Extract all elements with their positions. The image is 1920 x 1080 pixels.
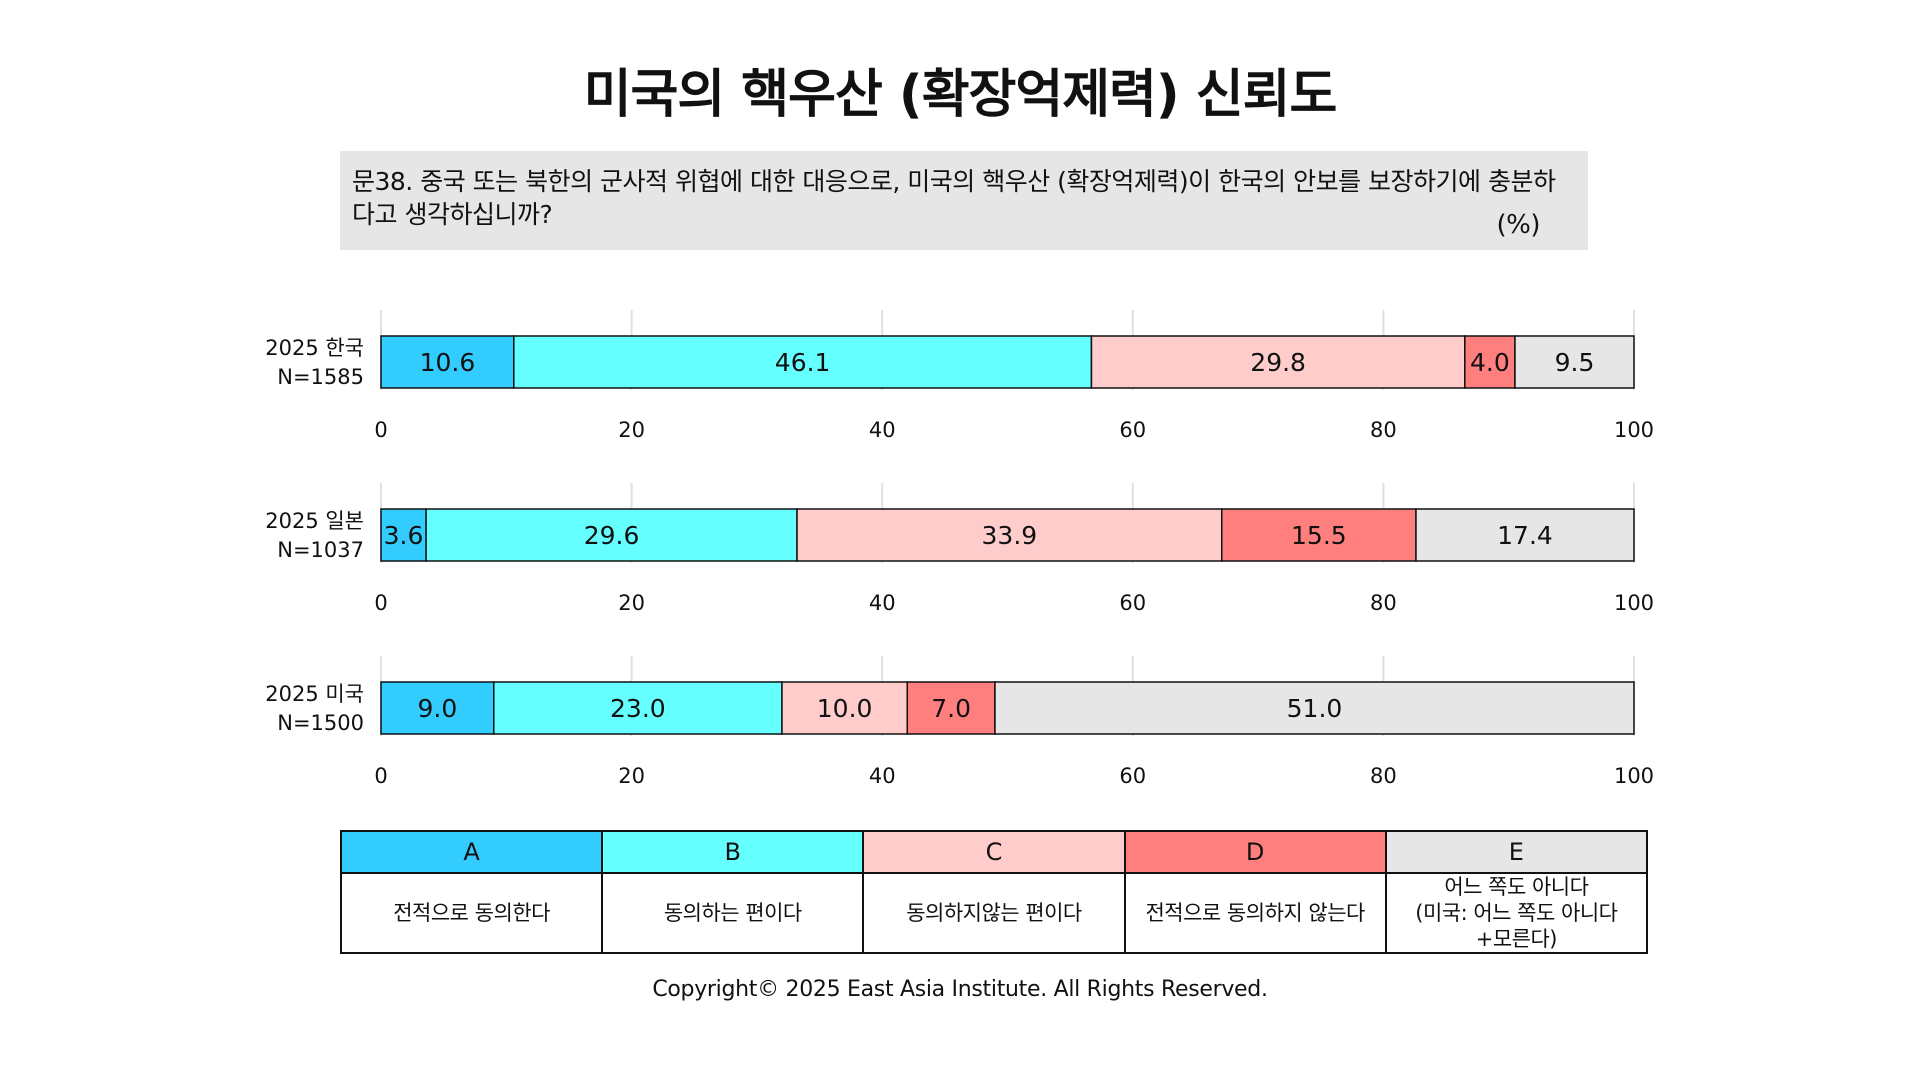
legend-desc-e-line3: +모른다)	[1475, 927, 1558, 951]
x-tick-label: 60	[1119, 764, 1146, 788]
bar-segment-e	[994, 681, 1635, 735]
x-tick-label: 0	[374, 764, 387, 788]
legend-code-b: B	[601, 830, 865, 874]
x-tick-label: 60	[1119, 418, 1146, 442]
x-tick-label: 80	[1370, 418, 1397, 442]
bar-segment-d	[1464, 335, 1516, 389]
data-label: 7.0	[931, 694, 971, 723]
x-tick-label: 80	[1370, 591, 1397, 615]
legend-desc-c: 동의하지않는 편이다	[862, 872, 1126, 954]
data-label: 51.0	[1287, 694, 1343, 723]
legend-desc-a: 전적으로 동의한다	[339, 872, 604, 954]
category-sample-label: N=1500	[277, 711, 364, 735]
category-label: 2025 미국	[265, 682, 364, 706]
data-label: 3.6	[384, 521, 424, 550]
x-tick-label: 0	[374, 418, 387, 442]
data-label: 10.0	[817, 694, 873, 723]
legend-code-row: A B C D E	[339, 830, 1649, 874]
legend-desc-b: 동의하는 편이다	[601, 872, 865, 954]
category-sample-label: N=1585	[277, 365, 364, 389]
legend-code-a: A	[339, 830, 604, 874]
x-tick-label: 100	[1614, 764, 1654, 788]
category-sample-label: N=1037	[277, 538, 364, 562]
bar-segment-e	[1415, 508, 1635, 562]
legend-code-e: E	[1384, 830, 1649, 874]
data-label: 9.5	[1555, 348, 1595, 377]
legend-table: A B C D E 전적으로 동의한다 동의하는 편이다 동의하지않는 편이다 …	[339, 830, 1649, 954]
data-label: 15.5	[1291, 521, 1347, 550]
bar-segment-d	[1221, 508, 1417, 562]
data-label: 33.9	[982, 521, 1038, 550]
x-tick-label: 0	[374, 591, 387, 615]
bar-segment-d	[906, 681, 996, 735]
legend-desc-e-line1: 어느 쪽도 아니다	[1444, 875, 1589, 899]
bar-segment-c	[1090, 335, 1466, 389]
x-tick-label: 60	[1119, 591, 1146, 615]
legend-desc-e: 어느 쪽도 아니다 (미국: 어느 쪽도 아니다 +모른다)	[1384, 872, 1649, 954]
question-box: 문38. 중국 또는 북한의 군사적 위협에 대한 대응으로, 미국의 핵우산 …	[340, 151, 1588, 250]
legend-desc-d: 전적으로 동의하지 않는다	[1123, 872, 1387, 954]
legend-desc-e-line2: (미국: 어느 쪽도 아니다	[1415, 901, 1618, 925]
data-label: 17.4	[1497, 521, 1553, 550]
x-tick-label: 40	[869, 418, 896, 442]
x-tick-label: 80	[1370, 764, 1397, 788]
x-tick-label: 100	[1614, 418, 1654, 442]
category-label: 2025 일본	[265, 509, 364, 533]
bar-segment-e	[1514, 335, 1635, 389]
bar-segment-b	[425, 508, 798, 562]
chart-title: 미국의 핵우산 (확장억제력) 신뢰도	[583, 65, 1338, 125]
x-tick-label: 20	[618, 764, 645, 788]
x-tick-label: 20	[618, 591, 645, 615]
x-tick-label: 100	[1614, 591, 1654, 615]
data-label: 46.1	[775, 348, 831, 377]
stacked-bar-chart: 2025 한국 N=1585 10.6 46.1 29.8 4.0 9.5 0 20 40 60 80…	[265, 310, 1654, 788]
data-label: 29.8	[1250, 348, 1306, 377]
copyright-text: Copyright© 2025 East Asia Institute. All…	[652, 977, 1268, 1002]
bar-segment-c	[781, 681, 909, 735]
bar-segment-a	[380, 681, 495, 735]
data-label: 29.6	[584, 521, 640, 550]
data-label: 9.0	[418, 694, 458, 723]
legend-desc-row: 전적으로 동의한다 동의하는 편이다 동의하지않는 편이다 전적으로 동의하지 …	[339, 872, 1649, 954]
data-label: 4.0	[1470, 348, 1510, 377]
unit-label: (%)	[1496, 210, 1541, 240]
data-label: 23.0	[610, 694, 666, 723]
x-tick-label: 20	[618, 418, 645, 442]
data-label: 10.6	[420, 348, 476, 377]
x-tick-label: 40	[869, 764, 896, 788]
bar-segment-c	[796, 508, 1223, 562]
question-text: 문38. 중국 또는 북한의 군사적 위협에 대한 대응으로, 미국의 핵우산 …	[352, 167, 1556, 229]
category-label: 2025 한국	[265, 336, 364, 360]
legend-code-c: C	[862, 830, 1126, 874]
x-tick-label: 40	[869, 591, 896, 615]
legend-code-d: D	[1123, 830, 1387, 874]
